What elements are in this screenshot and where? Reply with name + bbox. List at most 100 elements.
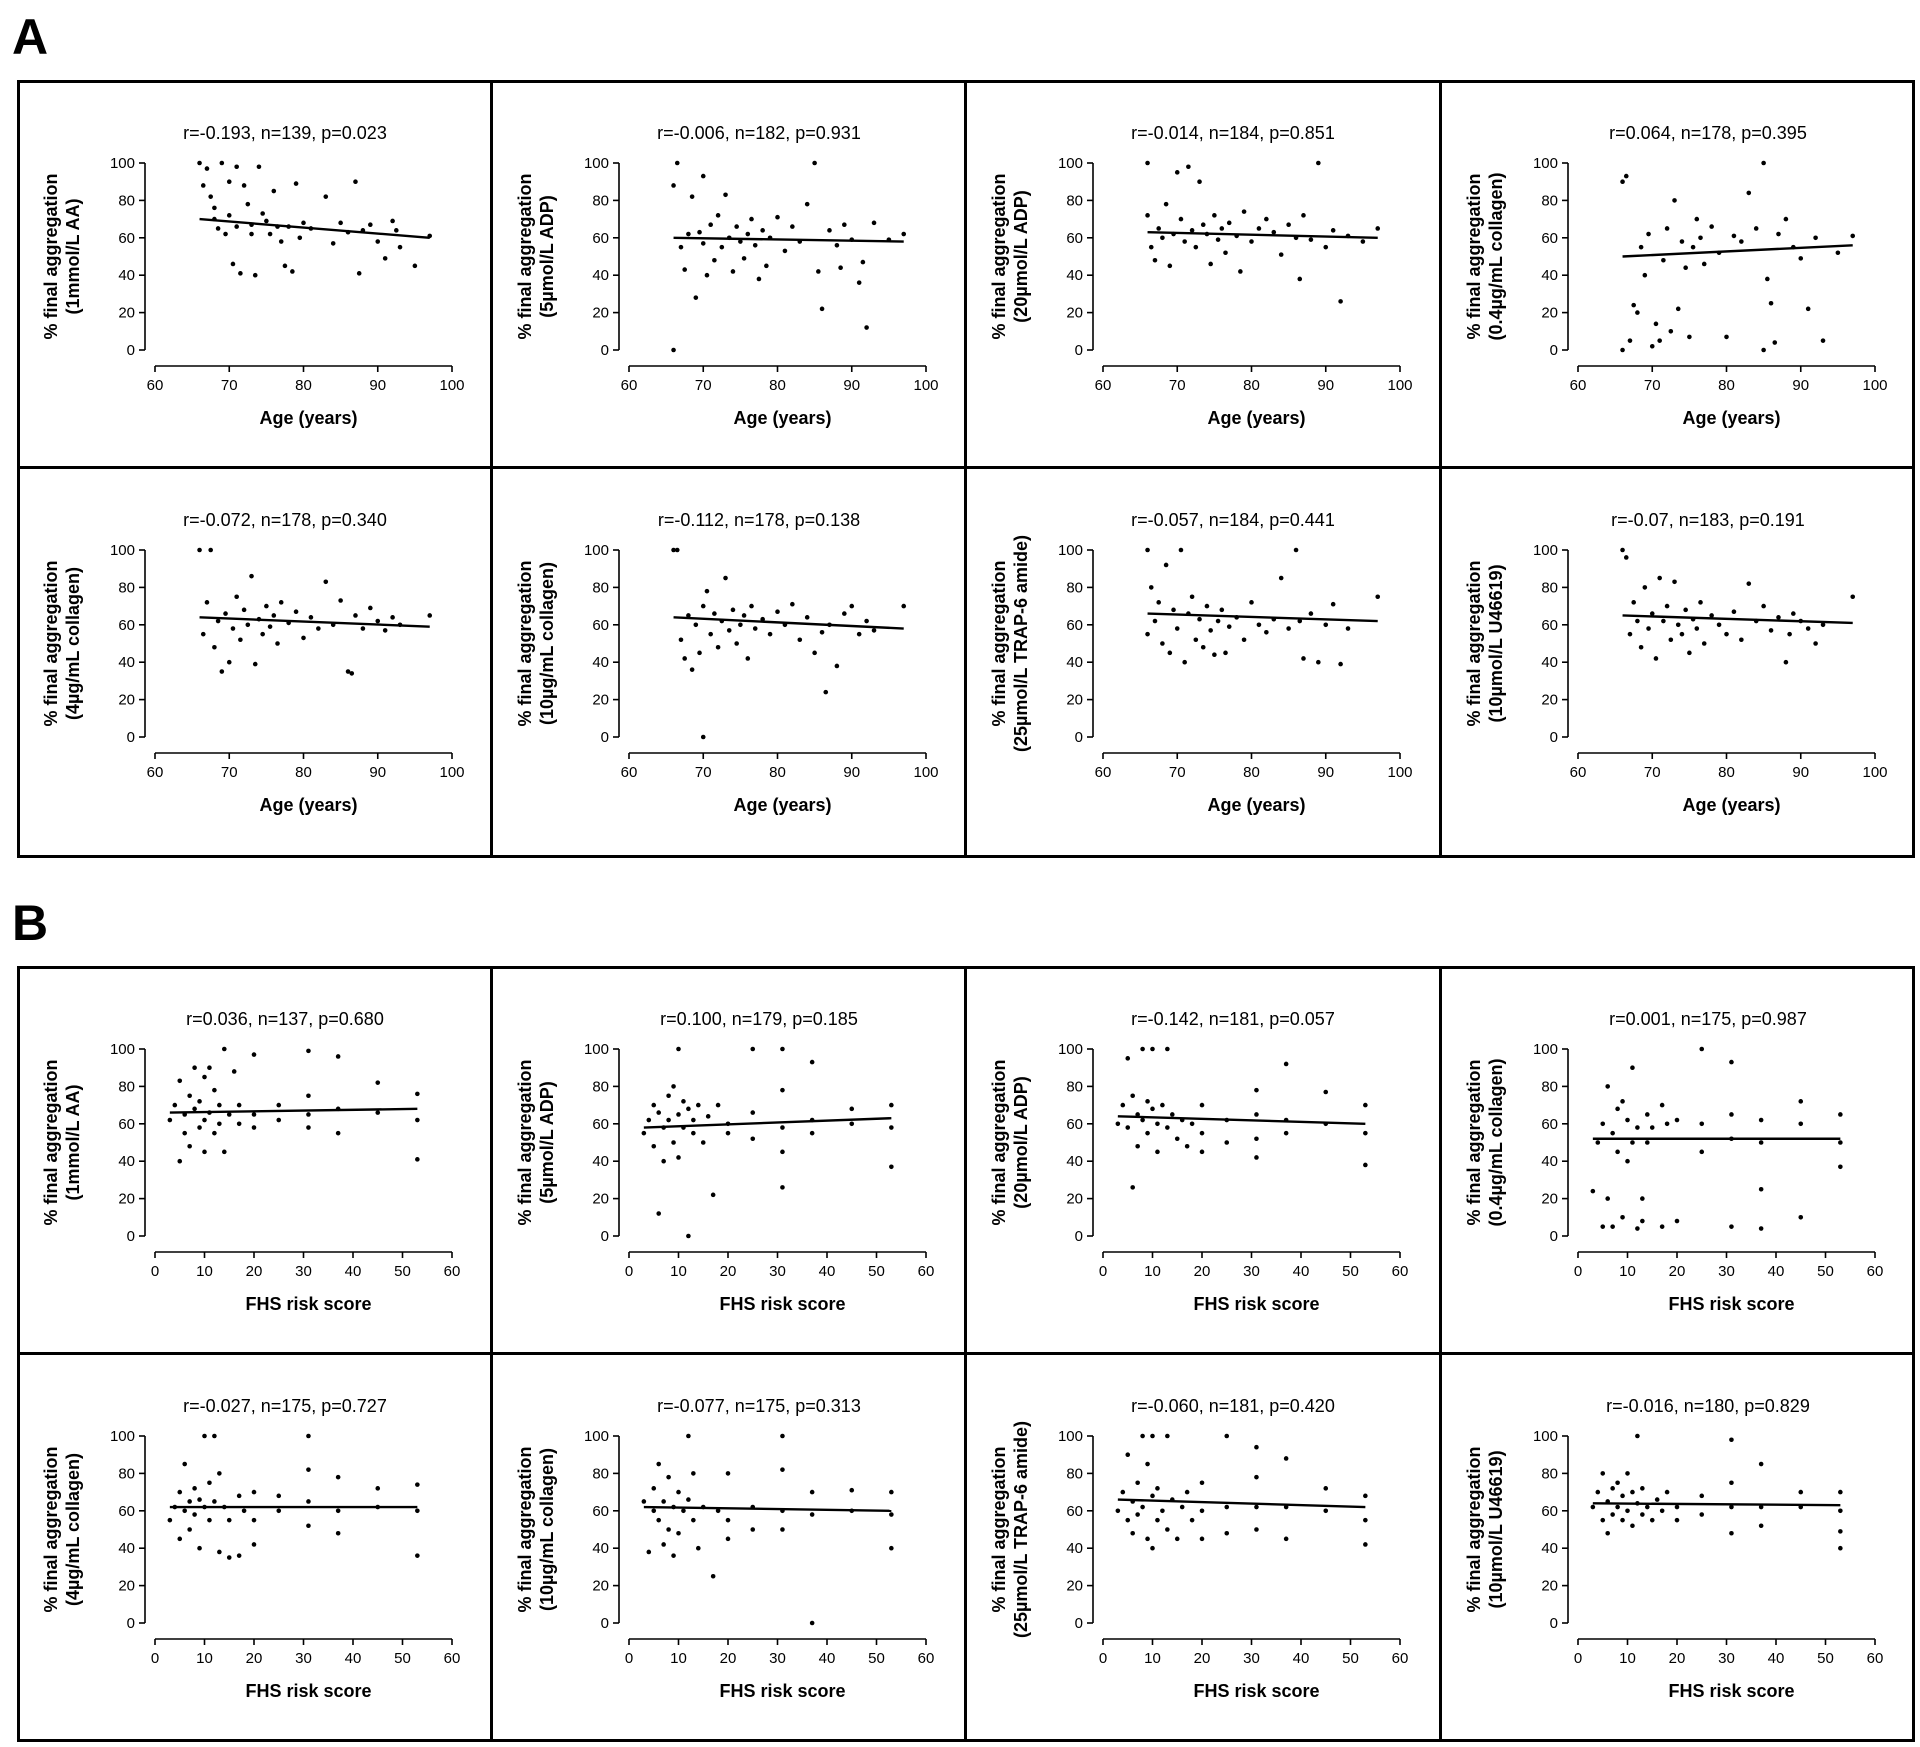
x-axis-title: FHS risk score <box>245 1681 371 1701</box>
data-point <box>1148 585 1154 590</box>
data-point <box>202 1149 207 1155</box>
data-point <box>1150 1433 1155 1439</box>
data-point <box>1330 228 1336 233</box>
scatter-chart-12: r=0.001, n=175, p=0.987 0 20 40 60 80 100 0 10 20… <box>1464 1009 1883 1314</box>
data-point <box>1120 1102 1126 1108</box>
data-point <box>1204 603 1210 609</box>
data-point <box>1167 650 1173 656</box>
data-point <box>1316 160 1321 166</box>
x-tick-label: 60 <box>147 377 164 394</box>
y-tick-label: 40 <box>118 1153 135 1170</box>
data-point <box>1699 1149 1705 1155</box>
data-point <box>1798 1099 1804 1104</box>
data-point <box>1224 1140 1230 1145</box>
data-point <box>264 603 269 609</box>
data-point <box>1283 1456 1289 1461</box>
stats-label: r=-0.072, n=178, p=0.340 <box>183 510 387 530</box>
data-point <box>245 201 251 207</box>
data-point <box>678 244 684 250</box>
x-tick-label: 40 <box>1293 1650 1310 1667</box>
data-point <box>1642 585 1648 590</box>
y-tick-label: 80 <box>1541 579 1558 596</box>
data-point <box>256 164 262 170</box>
data-point <box>1286 626 1291 631</box>
data-point <box>1363 1102 1368 1108</box>
data-point <box>1160 1102 1165 1108</box>
data-point <box>1182 659 1187 665</box>
regression-line <box>199 616 430 628</box>
data-point <box>1709 224 1714 229</box>
data-point <box>267 624 273 629</box>
data-point <box>1838 1529 1843 1534</box>
y-axis-title: % final aggregation <box>1464 173 1484 339</box>
x-tick-label: 40 <box>345 1263 362 1280</box>
data-point <box>1683 607 1688 613</box>
x-tick-label: 90 <box>369 377 386 394</box>
data-point <box>700 1140 706 1145</box>
data-point <box>693 622 699 628</box>
data-point <box>860 259 866 265</box>
data-point <box>750 1136 756 1142</box>
data-point <box>1197 616 1202 622</box>
y-tick-label: 80 <box>1066 1078 1083 1095</box>
data-point <box>725 1130 731 1136</box>
data-point <box>750 1527 756 1532</box>
data-point <box>375 1080 381 1085</box>
x-tick-label: 0 <box>151 1263 159 1280</box>
data-point <box>1783 659 1789 665</box>
data-point <box>1338 299 1343 304</box>
scatter-chart-9: r=0.036, n=137, p=0.680 0 20 40 60 80 100 0 10 20… <box>41 1009 460 1314</box>
y-tick-label: 0 <box>127 1615 135 1632</box>
data-point <box>1664 603 1670 609</box>
data-point <box>1625 1508 1630 1514</box>
data-point <box>708 222 713 228</box>
data-point <box>889 1102 894 1108</box>
data-point <box>306 1499 311 1504</box>
data-point <box>1694 216 1700 222</box>
data-point <box>1623 173 1629 179</box>
x-tick-label: 60 <box>1570 764 1587 781</box>
data-point <box>1182 239 1187 244</box>
data-point <box>864 618 869 624</box>
data-point <box>723 192 728 198</box>
data-point <box>323 579 329 585</box>
data-point <box>1659 1508 1665 1514</box>
x-tick-label: 60 <box>1392 1263 1409 1280</box>
data-point <box>1731 609 1737 615</box>
data-point <box>671 1140 676 1145</box>
y-axis-subtitle: (20µmol/L ADP) <box>1011 190 1031 322</box>
data-point <box>192 1106 197 1112</box>
data-point <box>704 272 710 278</box>
y-tick-label: 0 <box>1550 729 1558 746</box>
data-point <box>1115 1508 1121 1514</box>
y-tick-label: 40 <box>118 267 135 284</box>
x-tick-label: 10 <box>1144 1650 1161 1667</box>
data-point <box>306 1433 311 1439</box>
data-point <box>1664 1489 1670 1495</box>
data-point <box>1683 265 1688 271</box>
y-tick-label: 20 <box>1541 1191 1558 1208</box>
data-point <box>671 1553 676 1558</box>
data-point <box>1638 244 1644 250</box>
data-point <box>222 1149 227 1155</box>
data-point <box>1679 631 1685 637</box>
data-point <box>1627 631 1633 637</box>
data-point <box>353 179 358 184</box>
data-point <box>415 1117 420 1123</box>
data-point <box>1155 1121 1160 1127</box>
data-point <box>646 1549 652 1555</box>
y-tick-label: 60 <box>118 230 135 247</box>
data-point <box>686 613 691 618</box>
data-point <box>780 1467 785 1472</box>
data-point <box>276 1508 282 1514</box>
data-point <box>1674 1504 1680 1510</box>
x-tick-label: 60 <box>621 764 638 781</box>
data-point <box>745 231 751 237</box>
data-point <box>1278 252 1284 257</box>
y-tick-label: 20 <box>1066 1191 1083 1208</box>
scatter-chart-10: r=0.100, n=179, p=0.185 0 20 40 60 80 100 0 10 20… <box>515 1009 934 1314</box>
stats-label: r=0.001, n=175, p=0.987 <box>1609 1009 1807 1029</box>
data-point <box>780 1433 785 1439</box>
data-point <box>1224 1530 1230 1536</box>
data-point <box>1600 1121 1606 1127</box>
